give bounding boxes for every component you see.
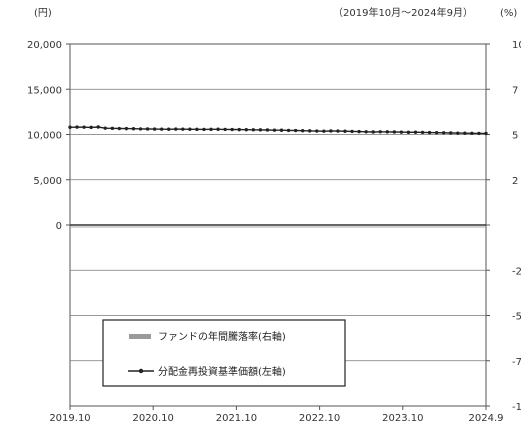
legend-label-nav: 分配金再投資基準価額(左軸) — [158, 365, 286, 378]
y-right-tick-label: -5 — [512, 312, 521, 323]
data-point — [470, 131, 474, 136]
data-point — [230, 127, 234, 132]
x-tick-label: 2023.10 — [382, 413, 423, 424]
y-right-tick-label: 2 — [512, 176, 518, 187]
data-point — [434, 130, 439, 135]
data-point — [237, 127, 241, 132]
data-point — [441, 131, 446, 135]
data-point — [251, 128, 256, 132]
y-right-tick-label: 10 — [512, 40, 521, 51]
period-note: （2019年10月～2024年9月） — [333, 6, 473, 19]
data-point — [315, 129, 319, 133]
data-point — [223, 127, 227, 132]
y-left-ticks: 20,000 15,000 10,000 5,000 0 — [27, 40, 70, 232]
data-point — [286, 128, 291, 133]
x-tick-label: 2020.10 — [133, 413, 174, 424]
data-point — [279, 128, 284, 132]
data-point — [371, 130, 375, 134]
data-point — [152, 127, 157, 131]
data-point — [364, 130, 368, 134]
data-point — [413, 130, 418, 134]
data-point — [110, 126, 115, 131]
data-point — [272, 128, 277, 132]
data-point — [343, 129, 347, 133]
data-point — [336, 129, 340, 133]
data-point — [477, 131, 481, 136]
y-left-tick-label: 0 — [56, 221, 62, 232]
data-point — [103, 126, 107, 130]
data-point — [406, 130, 411, 135]
data-point — [159, 127, 164, 131]
legend-label-annual-change: ファンドの年間騰落率(右軸) — [158, 330, 286, 343]
data-point — [392, 130, 397, 134]
data-point — [385, 130, 389, 134]
data-point — [308, 129, 312, 133]
series-nav-line — [68, 125, 488, 136]
y-left-unit-label: (円) — [34, 8, 52, 19]
data-point — [195, 127, 199, 132]
legend: ファンドの年間騰落率(右軸) 分配金再投資基準価額(左軸) — [102, 319, 346, 387]
y-right-tick-label: -2 — [512, 266, 521, 277]
x-ticks: 2019.10 2020.10 2021.10 2022.10 2023.10 2024.… — [49, 406, 504, 424]
y-left-tick-label: 10,000 — [27, 131, 62, 142]
legend-box — [102, 319, 346, 387]
data-point — [484, 131, 488, 136]
data-point — [216, 127, 220, 131]
data-point — [89, 125, 93, 130]
data-point — [378, 130, 382, 134]
data-point — [322, 129, 326, 133]
data-point — [124, 126, 129, 131]
data-point — [131, 127, 136, 131]
y-left-tick-label: 5,000 — [33, 176, 62, 187]
data-point — [463, 131, 467, 135]
data-point — [244, 128, 248, 132]
y-right-tick-label: -10 — [512, 402, 521, 413]
data-point — [174, 127, 178, 131]
data-point — [181, 127, 185, 131]
data-point — [145, 127, 150, 131]
data-point — [357, 129, 361, 134]
data-point — [117, 126, 122, 131]
data-point — [300, 128, 305, 133]
x-tick-label: 2024.9 — [469, 413, 504, 424]
data-point — [188, 127, 192, 131]
data-point — [258, 128, 263, 132]
data-point — [167, 127, 171, 131]
data-point — [420, 130, 425, 135]
grid-lines — [70, 88, 486, 362]
y-right-ticks: 10 7 5 2 -2 -5 -7 -10 — [486, 40, 521, 413]
data-point — [265, 128, 270, 132]
data-point — [202, 127, 206, 132]
y-right-tick-label: 7 — [512, 85, 518, 96]
data-point — [82, 125, 86, 129]
y-right-unit-label: (%) — [500, 8, 517, 19]
x-tick-label: 2019.10 — [49, 413, 90, 424]
data-point — [209, 127, 213, 132]
data-point — [293, 128, 298, 133]
x-tick-label: 2021.10 — [216, 413, 257, 424]
data-point — [350, 129, 354, 134]
y-left-tick-label: 15,000 — [27, 85, 62, 96]
data-point — [399, 130, 404, 134]
data-point — [68, 125, 72, 129]
legend-swatch-nav-marker — [138, 368, 144, 374]
legend-swatch-annual-change — [129, 334, 151, 339]
data-point — [449, 131, 453, 135]
y-right-tick-label: 5 — [512, 131, 518, 142]
data-point — [427, 130, 432, 135]
data-point — [329, 129, 333, 133]
data-point — [138, 127, 143, 131]
y-left-tick-label: 20,000 — [27, 40, 62, 51]
data-point — [456, 131, 460, 135]
y-right-tick-label: -7 — [512, 357, 521, 368]
data-point — [96, 125, 100, 129]
data-point — [75, 125, 79, 129]
x-tick-label: 2022.10 — [299, 413, 340, 424]
